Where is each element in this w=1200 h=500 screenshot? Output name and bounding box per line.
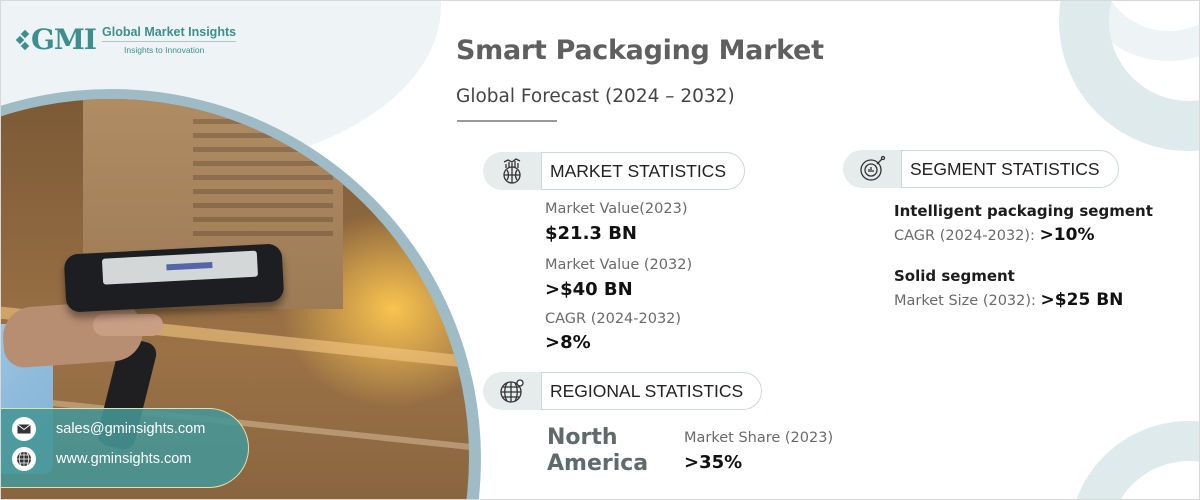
cagr-value: >8% (545, 332, 591, 353)
worker-thumb (93, 314, 163, 336)
solid-segment-title: Solid segment (894, 267, 1015, 285)
decorative-arc-top-right (1059, 1, 1199, 151)
handheld-scanner (63, 243, 285, 313)
envelope-icon (12, 417, 36, 441)
target-chart-icon (843, 150, 901, 188)
box-label (193, 119, 333, 239)
page-subtitle: Global Forecast (2024 – 2032) (456, 86, 735, 107)
title-divider (457, 120, 557, 122)
solid-segment-size: Market Size (2032): >$25 BN (894, 290, 1123, 310)
brand-logo[interactable]: GMI Global Market Insights Insights to I… (15, 23, 237, 56)
contact-website-text[interactable]: www.gminsights.com (56, 451, 192, 467)
intelligent-packaging-cagr: CAGR (2024-2032): >10% (894, 225, 1095, 245)
brand-name: Global Market Insights (102, 25, 237, 42)
chart-globe-icon (483, 152, 541, 190)
market-value-2032-label: Market Value (2032) (545, 257, 693, 273)
region-name-line1: North (547, 425, 618, 450)
regional-statistics-header: REGIONAL STATISTICS (483, 371, 763, 411)
contact-panel: sales@gminsights.com www.gminsights.com (1, 408, 249, 488)
region-name-line2: America (547, 451, 649, 476)
globe-icon (12, 447, 36, 471)
market-share-value: >35% (684, 452, 743, 473)
logo-diamond-icon (15, 29, 30, 51)
market-statistics-heading: MARKET STATISTICS (541, 152, 745, 190)
globe-pin-icon (483, 372, 541, 410)
intelligent-packaging-cagr-value: >10% (1039, 225, 1095, 245)
contact-email-text[interactable]: sales@gminsights.com (56, 421, 206, 437)
segment-statistics-header: SEGMENT STATISTICS (843, 149, 1119, 189)
segment-statistics-heading: SEGMENT STATISTICS (901, 150, 1119, 188)
contact-website[interactable]: www.gminsights.com (12, 447, 191, 471)
brand-tagline: Insights to Innovation (124, 45, 205, 55)
scanner-screen (101, 250, 259, 285)
page-title: Smart Packaging Market (456, 35, 824, 66)
logo-text-block: Global Market Insights Insights to Innov… (102, 25, 237, 55)
solid-segment-size-label: Market Size (2032): (894, 293, 1036, 309)
market-statistics-header: MARKET STATISTICS (483, 151, 745, 191)
logo-mark: GMI (31, 23, 97, 56)
solid-segment-size-value: >$25 BN (1040, 290, 1124, 310)
market-value-2032-value: >$40 BN (545, 279, 633, 300)
intelligent-packaging-cagr-label: CAGR (2024-2032): (894, 228, 1035, 244)
market-value-2023-value: $21.3 BN (545, 223, 637, 244)
regional-statistics-heading: REGIONAL STATISTICS (541, 372, 763, 410)
decorative-arc-bottom-right (1069, 421, 1199, 499)
market-share-label: Market Share (2023) (684, 430, 834, 446)
cagr-label: CAGR (2024-2032) (545, 311, 682, 327)
intelligent-packaging-title: Intelligent packaging segment (894, 202, 1153, 220)
market-value-2023-label: Market Value(2023) (545, 201, 688, 217)
contact-email[interactable]: sales@gminsights.com (12, 417, 205, 441)
region-name: North America (547, 425, 648, 477)
